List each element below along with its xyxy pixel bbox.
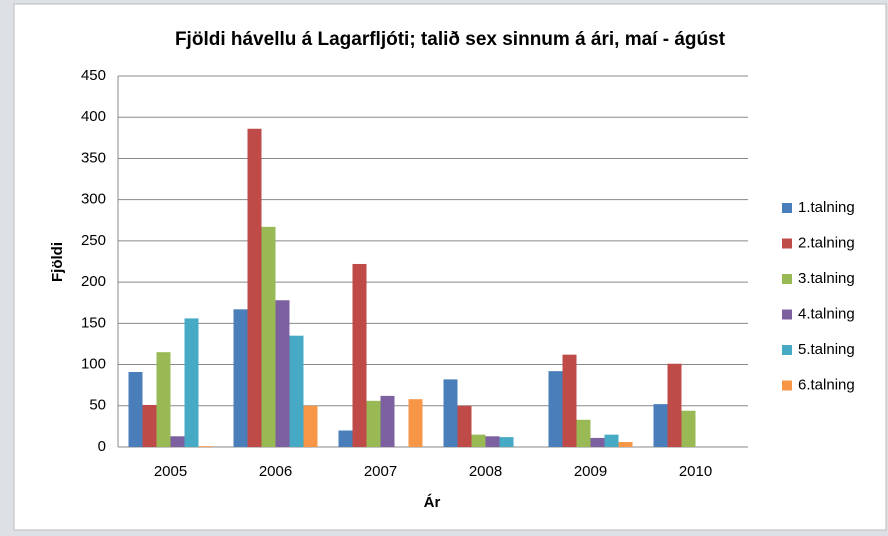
y-tick-label: 450 xyxy=(81,67,106,84)
y-tick-label: 0 xyxy=(98,438,106,455)
bar xyxy=(380,395,395,447)
x-tick-label: 2005 xyxy=(154,463,187,480)
y-tick-label: 50 xyxy=(89,397,106,414)
x-tick-label: 2006 xyxy=(259,463,292,480)
x-tick-label: 2010 xyxy=(679,463,712,480)
legend-swatch xyxy=(782,345,792,355)
legend-swatch xyxy=(782,203,792,213)
bar xyxy=(198,446,213,447)
bar xyxy=(156,352,171,447)
bar xyxy=(590,437,605,447)
legend-label: 3.talning xyxy=(798,270,855,287)
bar xyxy=(548,371,563,447)
x-tick-label: 2007 xyxy=(364,463,397,480)
bar xyxy=(352,263,367,447)
legend-label: 2.talning xyxy=(798,234,855,251)
bar xyxy=(485,436,500,447)
bar xyxy=(576,419,591,447)
bar xyxy=(653,404,668,447)
bar xyxy=(233,309,248,447)
legend-label: 5.talning xyxy=(798,341,855,358)
y-tick-label: 250 xyxy=(81,232,106,249)
bar xyxy=(303,405,318,447)
legend-swatch xyxy=(782,309,792,320)
bar xyxy=(170,436,185,447)
bar xyxy=(457,405,472,447)
bar xyxy=(142,404,157,447)
legend-swatch xyxy=(782,380,792,391)
bar xyxy=(443,379,458,447)
y-tick-label: 100 xyxy=(81,356,106,373)
legend-label: 4.talning xyxy=(798,305,855,322)
legend-swatch xyxy=(782,238,792,249)
y-axis-label: Fjöldi xyxy=(49,242,66,282)
legend-label: 6.talning xyxy=(798,376,855,393)
bar xyxy=(499,437,514,447)
bar xyxy=(681,410,696,447)
y-tick-label: 150 xyxy=(81,314,106,331)
bar xyxy=(667,363,682,447)
legend-label: 1.talning xyxy=(798,199,855,216)
y-tick-label: 200 xyxy=(81,273,106,290)
legend-swatch xyxy=(782,274,792,284)
y-tick-label: 350 xyxy=(81,149,106,166)
bar xyxy=(247,128,262,447)
y-tick-label: 300 xyxy=(81,191,106,208)
bar xyxy=(289,335,304,447)
bar xyxy=(471,434,486,447)
bar xyxy=(128,371,143,447)
chart-background xyxy=(13,3,887,531)
bar xyxy=(184,318,199,447)
bar xyxy=(261,226,276,447)
chart-title: Fjöldi hávellu á Lagarfljóti; talið sex … xyxy=(175,29,726,50)
x-tick-label: 2009 xyxy=(574,463,607,480)
bar xyxy=(562,354,577,447)
bar xyxy=(618,442,633,447)
bar xyxy=(604,434,619,447)
bar xyxy=(366,400,381,447)
y-tick-label: 400 xyxy=(81,108,106,125)
bar xyxy=(408,399,423,447)
x-axis-label: Ár xyxy=(424,494,441,511)
bar xyxy=(275,300,290,447)
bar xyxy=(338,430,353,447)
x-tick-label: 2008 xyxy=(469,463,502,480)
